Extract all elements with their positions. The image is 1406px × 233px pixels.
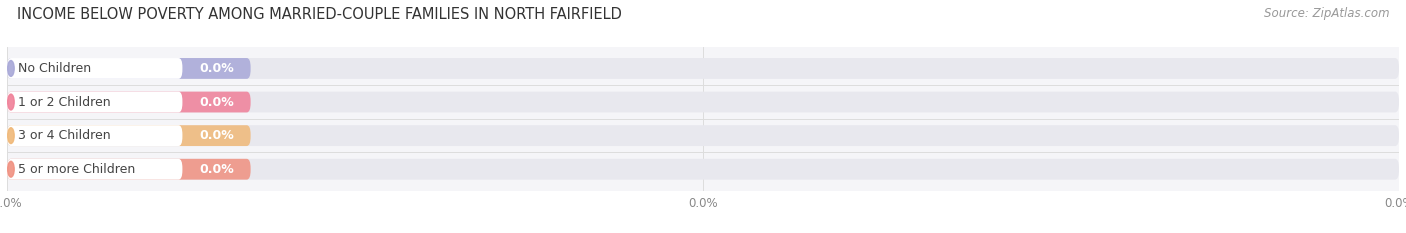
Circle shape xyxy=(7,94,14,110)
FancyBboxPatch shape xyxy=(7,159,1399,180)
Text: INCOME BELOW POVERTY AMONG MARRIED-COUPLE FAMILIES IN NORTH FAIRFIELD: INCOME BELOW POVERTY AMONG MARRIED-COUPL… xyxy=(17,7,621,22)
FancyBboxPatch shape xyxy=(7,159,250,180)
Text: 0.0%: 0.0% xyxy=(200,62,233,75)
Text: 3 or 4 Children: 3 or 4 Children xyxy=(18,129,111,142)
Text: Source: ZipAtlas.com: Source: ZipAtlas.com xyxy=(1264,7,1389,20)
Text: No Children: No Children xyxy=(18,62,91,75)
Text: 1 or 2 Children: 1 or 2 Children xyxy=(18,96,111,109)
FancyBboxPatch shape xyxy=(7,159,183,180)
Text: 0.0%: 0.0% xyxy=(200,96,233,109)
FancyBboxPatch shape xyxy=(7,58,250,79)
FancyBboxPatch shape xyxy=(7,92,183,113)
Circle shape xyxy=(7,128,14,144)
Text: 0.0%: 0.0% xyxy=(200,163,233,176)
Circle shape xyxy=(7,161,14,177)
FancyBboxPatch shape xyxy=(7,125,250,146)
Text: 0.0%: 0.0% xyxy=(200,129,233,142)
FancyBboxPatch shape xyxy=(7,92,250,113)
FancyBboxPatch shape xyxy=(7,58,183,79)
Text: 5 or more Children: 5 or more Children xyxy=(18,163,135,176)
FancyBboxPatch shape xyxy=(7,125,183,146)
FancyBboxPatch shape xyxy=(7,58,1399,79)
Circle shape xyxy=(7,61,14,76)
FancyBboxPatch shape xyxy=(7,125,1399,146)
FancyBboxPatch shape xyxy=(7,92,1399,113)
